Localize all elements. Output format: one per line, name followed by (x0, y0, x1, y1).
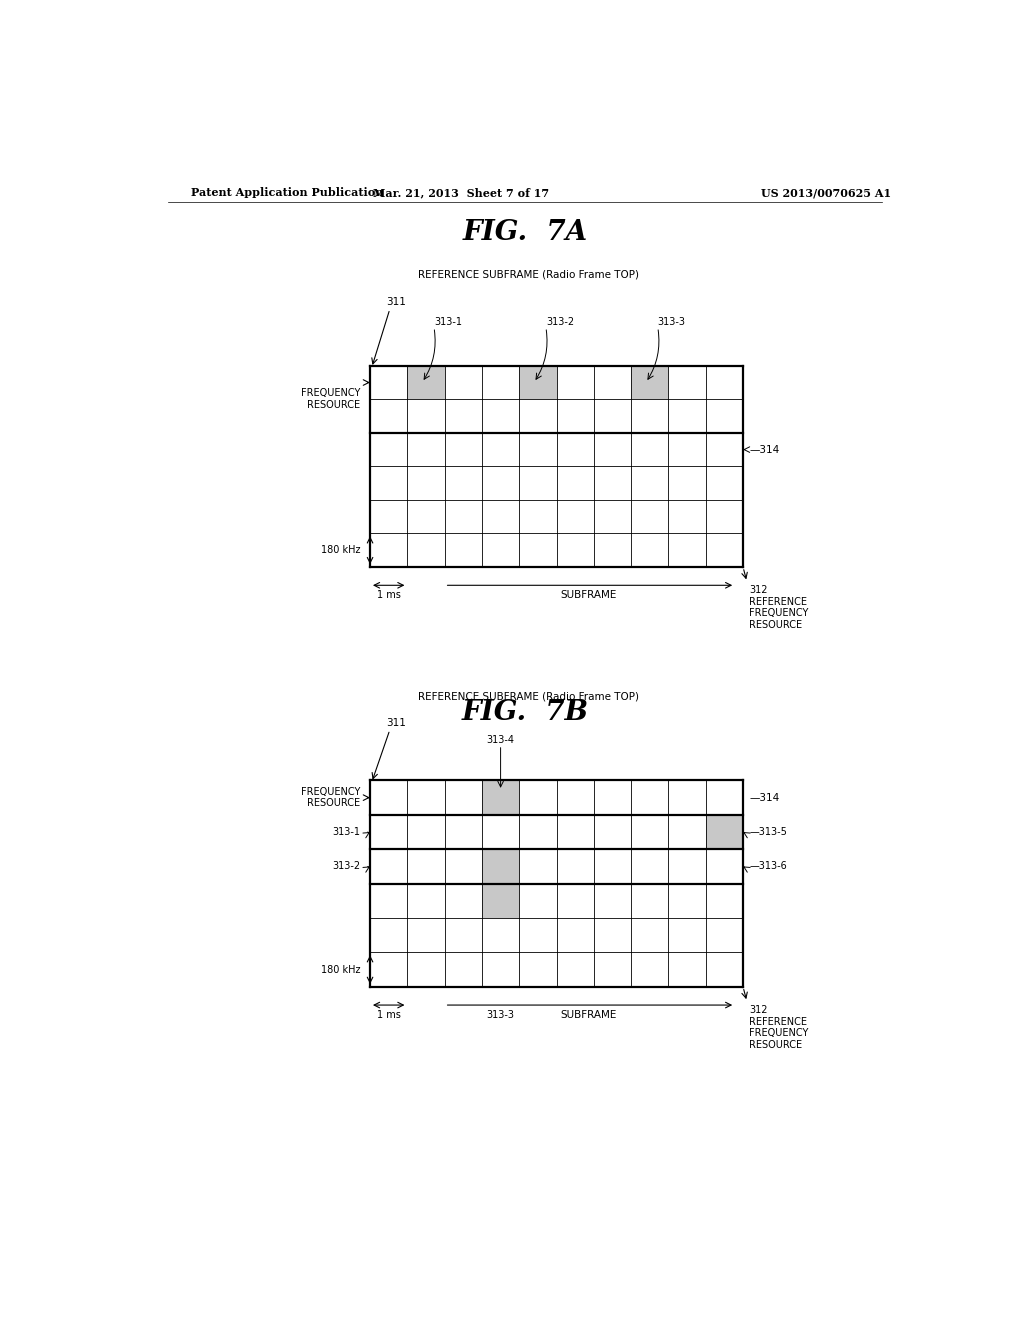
Text: 313-3: 313-3 (657, 317, 686, 327)
Text: 311: 311 (386, 297, 406, 306)
Text: FIG.  7B: FIG. 7B (461, 700, 589, 726)
Bar (482, 780, 519, 814)
Text: FIG.  7A: FIG. 7A (462, 219, 588, 247)
Bar (706, 814, 743, 849)
Text: SUBFRAME: SUBFRAME (560, 590, 616, 601)
Text: 180 kHz: 180 kHz (322, 965, 360, 974)
Text: SUBFRAME: SUBFRAME (560, 1010, 616, 1020)
Text: Patent Application Publication: Patent Application Publication (191, 187, 384, 198)
Bar (408, 366, 444, 399)
Text: Mar. 21, 2013  Sheet 7 of 17: Mar. 21, 2013 Sheet 7 of 17 (374, 187, 549, 198)
Text: —313-5: —313-5 (750, 828, 787, 837)
Text: 313-1: 313-1 (333, 828, 360, 837)
Text: —314: —314 (750, 792, 779, 803)
Text: 1 ms: 1 ms (377, 590, 400, 601)
Text: 313-2: 313-2 (333, 862, 360, 871)
Text: 313-1: 313-1 (434, 317, 462, 327)
Text: REFERENCE SUBFRAME (Radio Frame TOP): REFERENCE SUBFRAME (Radio Frame TOP) (418, 692, 639, 701)
Text: —314: —314 (750, 445, 779, 454)
Text: 312
REFERENCE
FREQUENCY
RESOURCE: 312 REFERENCE FREQUENCY RESOURCE (750, 1005, 809, 1049)
Text: REFERENCE SUBFRAME (Radio Frame TOP): REFERENCE SUBFRAME (Radio Frame TOP) (418, 269, 639, 280)
Bar (519, 366, 557, 399)
Bar (482, 849, 519, 883)
Text: FREQUENCY
RESOURCE: FREQUENCY RESOURCE (301, 388, 360, 411)
Bar (631, 366, 669, 399)
Bar (482, 883, 519, 917)
Text: 312
REFERENCE
FREQUENCY
RESOURCE: 312 REFERENCE FREQUENCY RESOURCE (750, 585, 809, 630)
Text: 313-4: 313-4 (486, 735, 515, 744)
Text: 311: 311 (386, 718, 406, 727)
Text: 1 ms: 1 ms (377, 1010, 400, 1020)
Text: —313-6: —313-6 (750, 862, 787, 871)
Text: 313-3: 313-3 (486, 1010, 515, 1020)
Text: 313-2: 313-2 (546, 317, 574, 327)
Text: US 2013/0070625 A1: US 2013/0070625 A1 (761, 187, 892, 198)
Text: FREQUENCY
RESOURCE: FREQUENCY RESOURCE (301, 787, 360, 808)
Text: 180 kHz: 180 kHz (322, 545, 360, 556)
